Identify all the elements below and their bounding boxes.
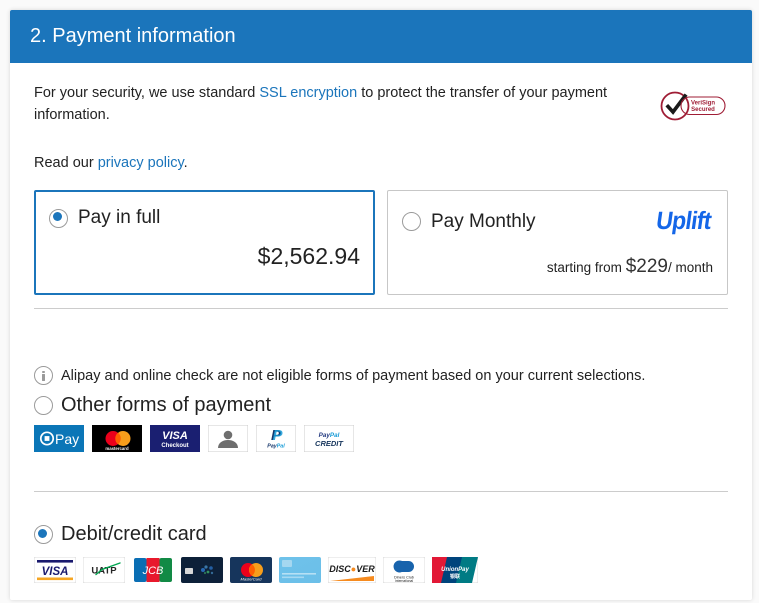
svg-text:International: International (395, 579, 413, 583)
svg-text:UnionPay: UnionPay (441, 567, 469, 573)
svg-text:VISA: VISA (162, 430, 188, 442)
svg-text:银联: 银联 (449, 573, 460, 580)
svg-text:Secured: Secured (691, 107, 715, 113)
svg-text:MasterCard: MasterCard (241, 577, 263, 582)
svg-text:DISC●VER: DISC●VER (329, 564, 375, 574)
svg-text:VISA: VISA (42, 566, 69, 578)
svg-text:UATP: UATP (91, 566, 117, 577)
svg-text:P: P (272, 427, 283, 444)
svg-text:PayPal: PayPal (267, 444, 285, 450)
svg-text:CREDIT: CREDIT (315, 439, 344, 448)
svg-text:mastercard: mastercard (105, 446, 129, 451)
svg-text:Pay: Pay (55, 431, 79, 447)
svg-text:JCB: JCB (142, 565, 164, 577)
svg-text:Checkout: Checkout (161, 443, 188, 449)
svg-text:PayPal: PayPal (319, 432, 340, 439)
svg-text:VeriSign: VeriSign (691, 101, 715, 107)
